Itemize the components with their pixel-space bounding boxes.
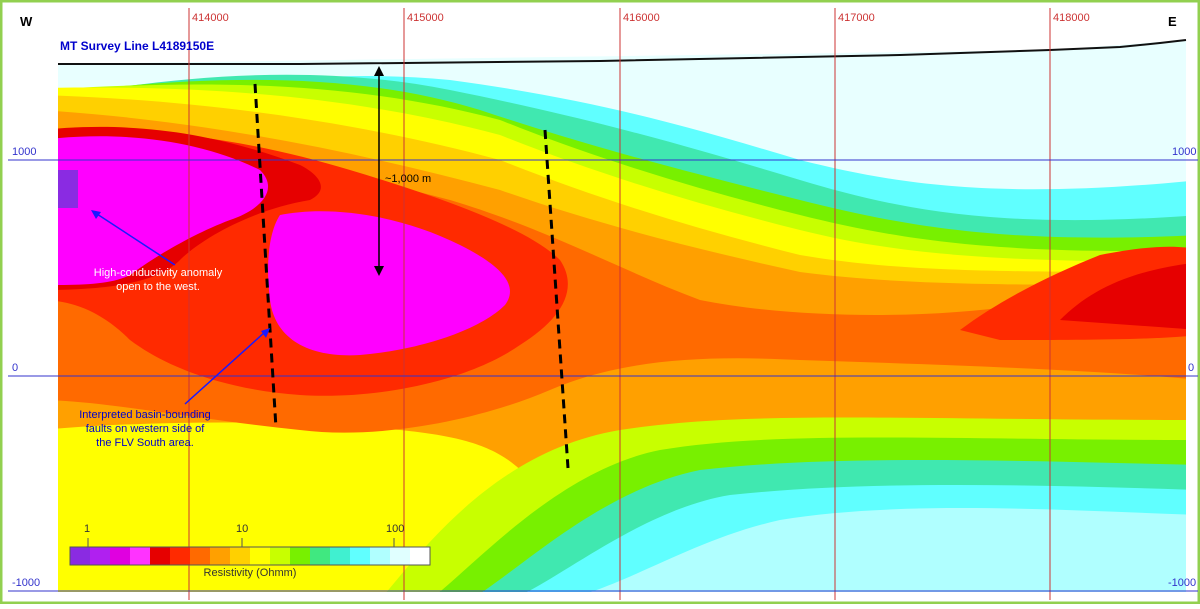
fault-line-east bbox=[543, 129, 570, 469]
legend-tick-label: 100 bbox=[386, 523, 404, 535]
easting-grid bbox=[188, 8, 1051, 600]
legend-swatch bbox=[210, 547, 231, 565]
anomaly-callout-line1: High-conductivity anomaly bbox=[94, 267, 223, 279]
legend-swatch bbox=[130, 547, 151, 565]
elevation-label-right: 1000 bbox=[1172, 146, 1196, 158]
resistivity-section bbox=[58, 40, 1186, 592]
faults-callout-line1: Interpreted basin-bounding bbox=[79, 409, 210, 421]
legend-swatch bbox=[150, 547, 171, 565]
elevation-label-left: 1000 bbox=[12, 146, 36, 158]
elevation-label-right: -1000 bbox=[1168, 577, 1196, 589]
depth-label: ~1,000 m bbox=[385, 173, 431, 185]
easting-label: 415000 bbox=[407, 12, 444, 24]
elevation-label-left: 0 bbox=[12, 362, 18, 374]
legend-swatch bbox=[330, 547, 351, 565]
legend-swatch bbox=[230, 547, 251, 565]
legend-swatch bbox=[390, 547, 411, 565]
easting-label: 416000 bbox=[623, 12, 660, 24]
west-label: W bbox=[20, 14, 33, 29]
legend-tick-label: 10 bbox=[236, 523, 248, 535]
fault-line-west bbox=[253, 83, 278, 429]
legend-swatch bbox=[310, 547, 331, 565]
west-conductor bbox=[58, 136, 269, 285]
central-conductor bbox=[268, 211, 510, 356]
easting-label: 418000 bbox=[1053, 12, 1090, 24]
east-label: E bbox=[1168, 14, 1177, 29]
legend-swatch bbox=[270, 547, 291, 565]
legend-swatch bbox=[170, 547, 191, 565]
legend-tick-label: 1 bbox=[84, 523, 90, 535]
legend-swatch bbox=[250, 547, 271, 565]
legend-swatch bbox=[410, 547, 431, 565]
deep-conductor-core bbox=[58, 170, 78, 208]
elevation-label-right: 0 bbox=[1188, 362, 1194, 374]
legend-swatch bbox=[350, 547, 371, 565]
topography-line bbox=[58, 39, 1187, 65]
survey-line-title: MT Survey Line L4189150E bbox=[60, 39, 214, 53]
legend-swatch bbox=[370, 547, 391, 565]
elevation-label-left: -1000 bbox=[12, 577, 40, 589]
faults-pointer bbox=[184, 328, 270, 405]
resistivity-legend: 1 10 100 Resistivity (Ohmm) bbox=[69, 523, 431, 579]
legend-color-bar bbox=[70, 547, 431, 565]
anomaly-pointer bbox=[91, 210, 176, 266]
faults-callout-line2: faults on western side of bbox=[86, 423, 206, 435]
legend-swatch bbox=[90, 547, 111, 565]
faults-callout-line3: the FLV South area. bbox=[96, 437, 194, 449]
easting-label: 414000 bbox=[192, 12, 229, 24]
legend-swatch bbox=[190, 547, 211, 565]
legend-swatch bbox=[290, 547, 311, 565]
legend-title: Resistivity (Ohmm) bbox=[204, 567, 297, 579]
easting-label: 417000 bbox=[838, 12, 875, 24]
elevation-grid bbox=[8, 159, 1198, 592]
legend-swatch bbox=[70, 547, 91, 565]
anomaly-callout-line2: open to the west. bbox=[116, 281, 200, 293]
legend-swatch bbox=[110, 547, 131, 565]
depth-arrow bbox=[374, 66, 384, 276]
